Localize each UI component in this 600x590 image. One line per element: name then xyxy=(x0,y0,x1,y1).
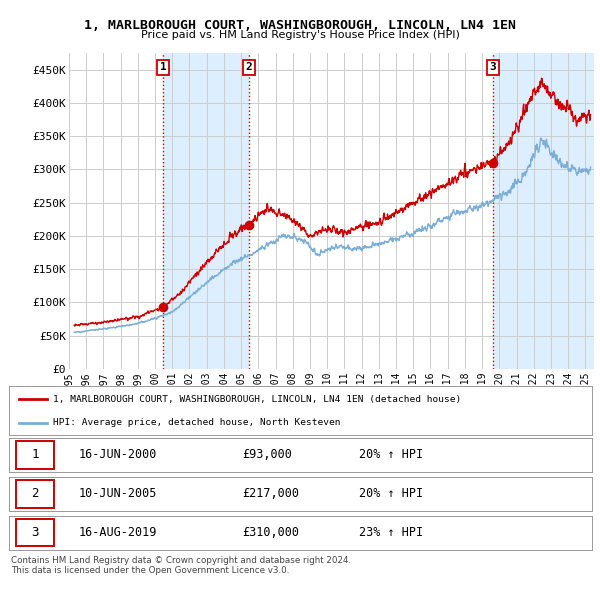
Text: £93,000: £93,000 xyxy=(242,448,292,461)
Text: Price paid vs. HM Land Registry's House Price Index (HPI): Price paid vs. HM Land Registry's House … xyxy=(140,30,460,40)
Bar xyxy=(16,480,54,507)
Bar xyxy=(493,53,594,369)
Text: 16-AUG-2019: 16-AUG-2019 xyxy=(79,526,157,539)
Bar xyxy=(16,519,54,546)
Text: £217,000: £217,000 xyxy=(242,487,299,500)
Text: Contains HM Land Registry data © Crown copyright and database right 2024.
This d: Contains HM Land Registry data © Crown c… xyxy=(11,556,351,575)
Text: HPI: Average price, detached house, North Kesteven: HPI: Average price, detached house, Nort… xyxy=(53,418,340,427)
Text: 1: 1 xyxy=(31,448,39,461)
Text: 20% ↑ HPI: 20% ↑ HPI xyxy=(359,448,423,461)
Text: £310,000: £310,000 xyxy=(242,526,299,539)
Bar xyxy=(163,53,249,369)
Text: 1: 1 xyxy=(160,63,166,73)
Text: 23% ↑ HPI: 23% ↑ HPI xyxy=(359,526,423,539)
Text: 3: 3 xyxy=(490,63,496,73)
Text: 2: 2 xyxy=(245,63,252,73)
Text: 1, MARLBOROUGH COURT, WASHINGBOROUGH, LINCOLN, LN4 1EN (detached house): 1, MARLBOROUGH COURT, WASHINGBOROUGH, LI… xyxy=(53,395,461,404)
Text: 1, MARLBOROUGH COURT, WASHINGBOROUGH, LINCOLN, LN4 1EN: 1, MARLBOROUGH COURT, WASHINGBOROUGH, LI… xyxy=(84,19,516,32)
Text: 3: 3 xyxy=(31,526,39,539)
Text: 10-JUN-2005: 10-JUN-2005 xyxy=(79,487,157,500)
Text: 20% ↑ HPI: 20% ↑ HPI xyxy=(359,487,423,500)
Bar xyxy=(16,441,54,468)
Text: 2: 2 xyxy=(31,487,39,500)
Text: 16-JUN-2000: 16-JUN-2000 xyxy=(79,448,157,461)
